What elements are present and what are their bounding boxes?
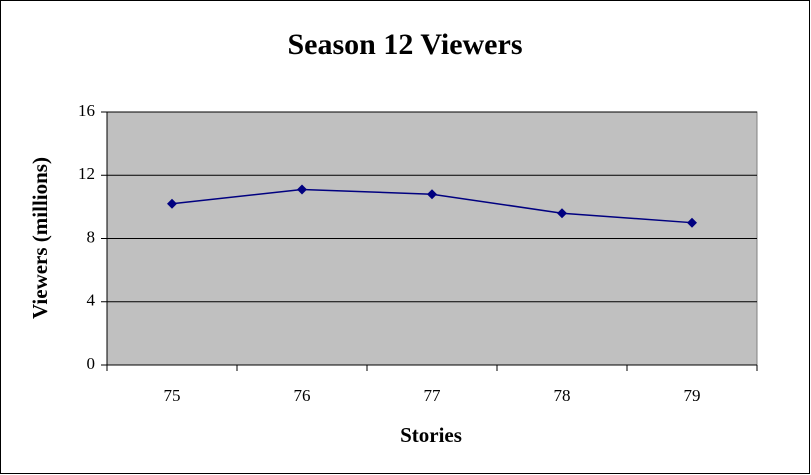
marker bbox=[297, 184, 307, 195]
x-tick-label: 75 bbox=[164, 386, 181, 405]
x-tick-label: 77 bbox=[424, 386, 442, 405]
marker bbox=[557, 208, 567, 219]
marker bbox=[427, 189, 437, 200]
x-tick-label: 79 bbox=[684, 386, 701, 405]
y-tick-label: 12 bbox=[78, 164, 95, 183]
marker bbox=[687, 217, 697, 228]
chart-title: Season 12 Viewers bbox=[288, 28, 523, 61]
y-axis-title: Viewers (millions) bbox=[28, 157, 52, 319]
y-tick-label: 16 bbox=[78, 101, 95, 120]
x-tick-label: 78 bbox=[554, 386, 571, 405]
y-tick-label: 8 bbox=[87, 227, 96, 246]
marker bbox=[167, 198, 177, 209]
y-tick-label: 4 bbox=[87, 291, 96, 310]
x-tick-label: 76 bbox=[294, 386, 311, 405]
x-axis-title: Stories bbox=[400, 423, 462, 447]
y-tick-label: 0 bbox=[87, 354, 96, 373]
